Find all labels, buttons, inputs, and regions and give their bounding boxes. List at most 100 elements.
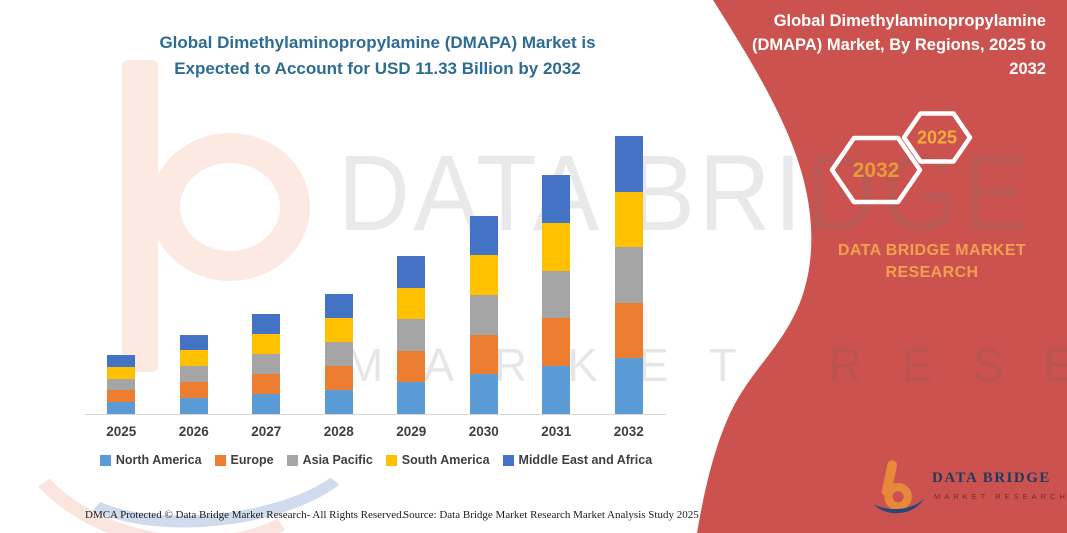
x-axis-label-2032: 2032 — [613, 424, 644, 439]
bar-segment-europe-2028 — [324, 366, 353, 390]
bar-segment-europe-2026 — [179, 382, 208, 399]
bar-stack-2030 — [469, 215, 498, 414]
bar-segment-middle-east-and-africa-2031 — [542, 175, 571, 223]
legend-label-north-america: North America — [115, 453, 202, 467]
legend-swatch-europe — [214, 454, 226, 466]
bar-segment-middle-east-and-africa-2027 — [252, 313, 281, 334]
x-axis-label-2026: 2026 — [178, 424, 209, 439]
bar-segment-north-america-2026 — [179, 398, 208, 414]
x-axis-label-2029: 2029 — [396, 424, 427, 439]
bar-segment-south-america-2029 — [397, 287, 426, 320]
bar-stack-2029 — [397, 256, 426, 414]
bar-segment-south-america-2032 — [614, 191, 643, 248]
bar-segment-asia-pacific-2032 — [614, 247, 643, 304]
bar-segment-north-america-2027 — [252, 393, 281, 414]
bar-segment-middle-east-and-africa-2029 — [397, 256, 426, 288]
legend-item-north-america: North America — [99, 453, 202, 467]
bar-segment-south-america-2027 — [252, 333, 281, 354]
legend-label-south-america: South America — [401, 453, 490, 467]
bar-stack-2025 — [107, 355, 136, 414]
x-axis-line — [85, 414, 666, 415]
bar-segment-asia-pacific-2031 — [542, 270, 571, 319]
legend-label-europe: Europe — [230, 453, 274, 467]
legend-label-asia-pacific: Asia Pacific — [302, 453, 373, 467]
bar-segment-south-america-2031 — [542, 222, 571, 271]
x-axis-labels: 2025 2026 2027 2028 2029 2030 2031 2032 — [85, 424, 665, 439]
bar-segment-north-america-2031 — [542, 366, 571, 414]
bar-segment-europe-2030 — [469, 334, 498, 375]
bar-segment-asia-pacific-2025 — [107, 378, 136, 391]
hexagon-2025-label: 2025 — [917, 128, 957, 148]
bar-segment-south-america-2026 — [179, 350, 208, 367]
footer-source: Source: Data Bridge Market Research Mark… — [403, 509, 699, 521]
bar-segment-europe-2027 — [252, 373, 281, 394]
x-axis-label-2031: 2031 — [541, 424, 572, 439]
brand-text-line1: DATA BRIDGE MARKET — [837, 242, 1027, 259]
bar-column-2028 — [303, 120, 376, 414]
watermark-subtext: MARKET RESEARCH — [345, 339, 1067, 391]
bar-column-2030 — [448, 120, 521, 414]
chart-legend: North America Europe Asia Pacific South Ame… — [85, 453, 667, 467]
bar-segment-europe-2031 — [542, 318, 571, 367]
legend-item-south-america: South America — [385, 453, 490, 467]
legend-item-europe: Europe — [214, 453, 274, 467]
bar-segment-europe-2029 — [397, 350, 426, 383]
data-bridge-logo-icon — [873, 460, 925, 514]
legend-swatch-middle-east-and-africa — [502, 454, 514, 466]
bar-column-2025 — [85, 120, 158, 414]
data-bridge-logo-subtitle: MARKET RESEARCH — [934, 492, 1067, 501]
bar-segment-middle-east-and-africa-2030 — [469, 215, 498, 256]
hexagon-2032 — [829, 135, 923, 205]
bar-column-2032 — [593, 120, 666, 414]
plot-area — [85, 120, 665, 414]
x-axis-label-2025: 2025 — [106, 424, 137, 439]
brand-text: DATA BRIDGE MARKET RESEARCH — [812, 240, 1052, 285]
bar-stack-2031 — [542, 175, 571, 414]
footer-copyright: DMCA Protected © Data Bridge Market Rese… — [85, 509, 405, 521]
page-title: Global Dimethylaminopropylamine (DMAPA) … — [105, 30, 650, 83]
bar-segment-north-america-2029 — [397, 382, 426, 414]
x-axis-label-2027: 2027 — [251, 424, 282, 439]
bar-stack-2027 — [252, 313, 281, 414]
bar-column-2029 — [375, 120, 448, 414]
bar-segment-middle-east-and-africa-2032 — [614, 136, 643, 192]
legend-item-asia-pacific: Asia Pacific — [286, 453, 373, 467]
legend-swatch-asia-pacific — [286, 454, 298, 466]
bar-column-2027 — [230, 120, 303, 414]
brand-text-line2: RESEARCH — [885, 264, 979, 282]
hexagon-2025 — [901, 111, 973, 164]
page-title-line2: Expected to Account for USD 11.33 Billio… — [174, 59, 581, 79]
hexagon-badges: 2032 2025 — [829, 111, 973, 205]
bar-column-2031 — [520, 120, 593, 414]
x-axis-label-2028: 2028 — [323, 424, 354, 439]
bar-segment-north-america-2028 — [324, 390, 353, 414]
banner-title: Global Dimethylaminopropylamine (DMAPA) … — [751, 12, 1046, 78]
bar-segment-north-america-2025 — [107, 402, 136, 414]
legend-swatch-north-america — [99, 454, 111, 466]
bar-segment-middle-east-and-africa-2025 — [107, 355, 136, 367]
bar-segment-europe-2025 — [107, 390, 136, 403]
legend-swatch-south-america — [385, 454, 397, 466]
legend-label-middle-east-and-africa: Middle East and Africa — [518, 453, 653, 467]
bar-segment-asia-pacific-2027 — [252, 353, 281, 374]
bar-segment-south-america-2025 — [107, 366, 136, 379]
bar-segment-north-america-2030 — [469, 374, 498, 414]
bar-segment-asia-pacific-2028 — [324, 342, 353, 366]
bar-stack-2032 — [614, 136, 643, 414]
bar-segment-middle-east-and-africa-2028 — [324, 294, 353, 318]
bar-segment-south-america-2028 — [324, 318, 353, 342]
bar-segment-asia-pacific-2030 — [469, 294, 498, 335]
bar-stack-2026 — [179, 334, 208, 414]
data-bridge-logo-name: DATA BRIDGE — [932, 470, 1051, 486]
bar-segment-asia-pacific-2029 — [397, 319, 426, 351]
bar-segment-middle-east-and-africa-2026 — [179, 334, 208, 351]
bar-column-2026 — [158, 120, 231, 414]
hexagon-2032-label: 2032 — [853, 159, 900, 182]
x-axis-label-2030: 2030 — [468, 424, 499, 439]
page-title-line1: Global Dimethylaminopropylamine (DMAPA) … — [159, 33, 596, 52]
bar-segment-europe-2032 — [614, 303, 643, 359]
bar-segment-south-america-2030 — [469, 255, 498, 295]
legend-item-middle-east-and-africa: Middle East and Africa — [502, 453, 653, 467]
